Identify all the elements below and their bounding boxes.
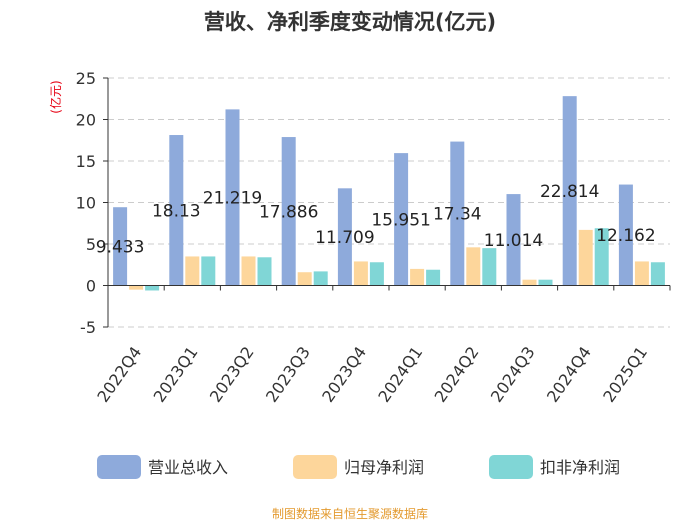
x-tick-label: 2025Q1: [599, 343, 651, 406]
data-label: 15.951: [371, 210, 430, 230]
bar-2023Q4-1: [353, 261, 368, 286]
bar-2023Q2-1: [241, 256, 256, 286]
x-tick-label: 2022Q4: [93, 343, 145, 406]
y-tick-label: 0: [86, 277, 96, 296]
x-tick-label: 2024Q2: [431, 343, 483, 406]
bar-2023Q1-2: [201, 256, 216, 286]
bar-2024Q2-0: [450, 141, 465, 286]
bar-2024Q3-1: [522, 279, 537, 286]
legend-swatch: [97, 455, 141, 479]
data-label: 17.886: [259, 202, 318, 222]
bar-2025Q1-0: [618, 184, 633, 286]
y-tick-label: 15: [76, 152, 96, 171]
bar-2023Q4-0: [337, 188, 352, 286]
bar-2022Q4-1: [129, 285, 144, 290]
legend-label: 归母净利润: [344, 458, 424, 477]
bar-2023Q1-1: [185, 256, 200, 286]
data-label: 9.433: [96, 237, 145, 257]
x-tick-label: 2024Q4: [543, 343, 595, 406]
bar-2024Q1-1: [410, 268, 425, 286]
bar-2023Q1-0: [169, 135, 184, 286]
y-tick-label: 5: [86, 235, 96, 254]
bar-2024Q2-1: [466, 247, 481, 286]
bar-2024Q3-2: [538, 279, 553, 286]
bar-2023Q3-0: [281, 137, 296, 286]
data-label: 12.162: [596, 226, 655, 246]
data-label: 11.014: [484, 231, 543, 251]
x-tick-label: 2023Q2: [206, 343, 258, 406]
legend-label: 营业总收入: [148, 458, 228, 477]
data-label: 22.814: [540, 182, 599, 202]
x-tick-label: 2024Q1: [374, 343, 426, 406]
bar-2025Q1-1: [634, 261, 649, 286]
y-tick-label: 20: [76, 111, 96, 130]
legend-label: 扣非净利润: [540, 458, 620, 477]
y-tick-label: -5: [80, 318, 96, 337]
legend-swatch: [489, 455, 533, 479]
bar-2024Q4-1: [578, 229, 593, 286]
legend: 营业总收入 归母净利润 扣非净利润: [97, 455, 620, 479]
x-tick-label: 2023Q4: [318, 343, 370, 406]
data-label: 21.219: [203, 188, 262, 208]
y-tick-label: 25: [76, 69, 96, 88]
bar-2023Q3-1: [297, 272, 312, 286]
data-label: 17.34: [433, 205, 482, 225]
legend-swatch: [293, 455, 337, 479]
bar-2023Q4-2: [369, 262, 384, 286]
bar-2022Q4-2: [145, 285, 160, 291]
x-tick-label: 2023Q1: [150, 343, 202, 406]
bar-2024Q4-2: [594, 228, 609, 286]
bar-2025Q1-2: [650, 262, 665, 286]
bar-2023Q3-2: [313, 271, 328, 286]
x-tick-label: 2023Q3: [262, 343, 314, 406]
bar-2024Q3-0: [506, 194, 521, 286]
bar-2022Q4-0: [113, 207, 128, 286]
bars: [113, 96, 665, 291]
chart-title: 营收、净利季度变动情况(亿元): [204, 10, 496, 34]
data-label: 11.709: [315, 228, 374, 248]
bar-2024Q1-0: [394, 153, 409, 286]
bar-2024Q1-2: [426, 269, 441, 286]
y-tick-label: 10: [76, 194, 96, 213]
data-label: 18.13: [152, 201, 201, 221]
bar-2023Q2-0: [225, 109, 240, 286]
source-note: 制图数据来自恒生聚源数据库: [272, 506, 428, 521]
y-axis-unit-label: (亿元): [48, 80, 63, 113]
bar-2023Q2-2: [257, 257, 272, 286]
x-tick-label: 2024Q3: [487, 343, 539, 406]
bar-2024Q2-2: [482, 248, 497, 286]
bar-2024Q4-0: [562, 96, 577, 286]
